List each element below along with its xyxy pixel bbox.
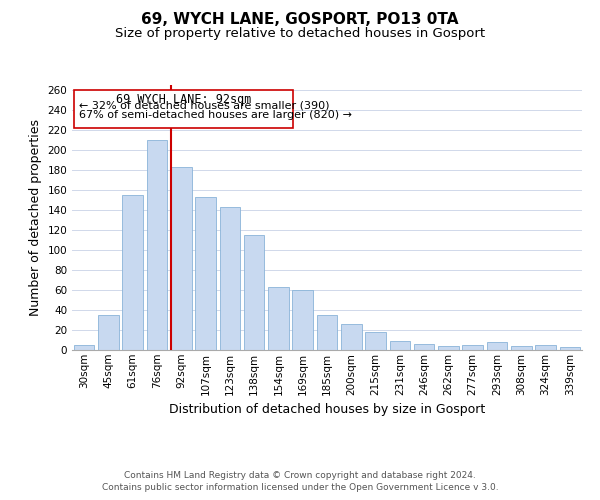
Bar — [438, 346, 459, 350]
Bar — [171, 167, 191, 350]
Bar — [389, 341, 410, 350]
Text: 69 WYCH LANE: 92sqm: 69 WYCH LANE: 92sqm — [116, 93, 251, 106]
Bar — [244, 235, 265, 350]
Bar — [195, 197, 216, 350]
Bar — [487, 342, 508, 350]
X-axis label: Distribution of detached houses by size in Gosport: Distribution of detached houses by size … — [169, 403, 485, 416]
Y-axis label: Number of detached properties: Number of detached properties — [29, 119, 42, 316]
Bar — [268, 287, 289, 350]
Bar — [74, 90, 293, 128]
Text: Size of property relative to detached houses in Gosport: Size of property relative to detached ho… — [115, 28, 485, 40]
Bar — [560, 347, 580, 350]
Bar — [317, 315, 337, 350]
Bar — [74, 345, 94, 350]
Bar — [463, 345, 483, 350]
Bar — [365, 332, 386, 350]
Bar — [414, 344, 434, 350]
Text: 67% of semi-detached houses are larger (820) →: 67% of semi-detached houses are larger (… — [79, 110, 352, 120]
Bar — [535, 345, 556, 350]
Bar — [122, 195, 143, 350]
Bar — [98, 315, 119, 350]
Bar — [292, 290, 313, 350]
Text: Contains HM Land Registry data © Crown copyright and database right 2024.: Contains HM Land Registry data © Crown c… — [124, 471, 476, 480]
Bar — [146, 140, 167, 350]
Bar — [511, 346, 532, 350]
Bar — [220, 207, 240, 350]
Bar — [341, 324, 362, 350]
Text: Contains public sector information licensed under the Open Government Licence v : Contains public sector information licen… — [101, 484, 499, 492]
Text: 69, WYCH LANE, GOSPORT, PO13 0TA: 69, WYCH LANE, GOSPORT, PO13 0TA — [141, 12, 459, 28]
Text: ← 32% of detached houses are smaller (390): ← 32% of detached houses are smaller (39… — [79, 101, 330, 111]
